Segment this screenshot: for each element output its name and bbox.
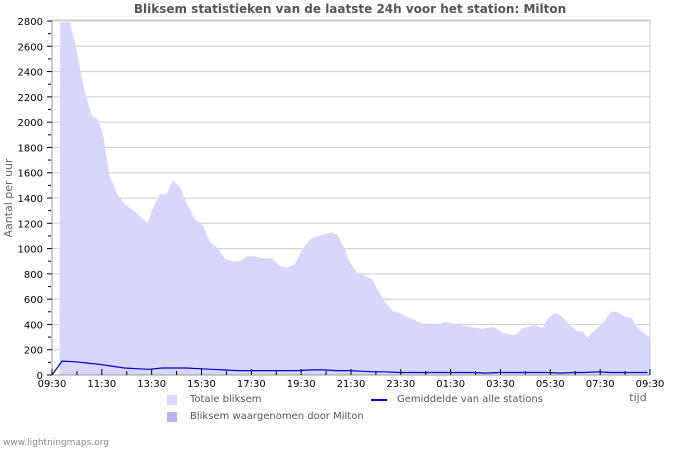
x-tick-label: 17:30 bbox=[237, 379, 266, 390]
y-tick-label: 2600 bbox=[18, 42, 43, 53]
y-tick-label: 2800 bbox=[18, 17, 43, 28]
x-tick-label: 09:30 bbox=[636, 379, 665, 390]
legend-label-total: Totale bliksem bbox=[190, 394, 262, 405]
legend-label-station: Bliksem waargenomen door Milton bbox=[190, 411, 364, 422]
x-tick-label: 05:30 bbox=[536, 379, 565, 390]
x-axis-title: tijd bbox=[629, 391, 646, 404]
legend-swatch-average bbox=[371, 399, 387, 401]
y-tick-label: 400 bbox=[24, 320, 43, 331]
x-axis-ticks: 09:30 11:30 13:30 15:30 17:30 19:30 21:30 23:30… bbox=[38, 369, 665, 390]
y-tick-label: 2000 bbox=[18, 118, 43, 129]
x-tick-label: 07:30 bbox=[586, 379, 615, 390]
y-tick-label: 200 bbox=[24, 346, 43, 357]
x-tick-label: 21:30 bbox=[337, 379, 366, 390]
total-lightning-area bbox=[52, 22, 650, 376]
chart-title: Bliksem statistieken van de laatste 24h … bbox=[133, 2, 567, 16]
x-tick-label: 03:30 bbox=[486, 379, 515, 390]
y-tick-label: 1400 bbox=[18, 194, 43, 205]
y-tick-label: 1800 bbox=[18, 143, 43, 154]
legend-label-average: Gemiddelde van alle stations bbox=[397, 394, 543, 405]
x-tick-label: 01:30 bbox=[436, 379, 465, 390]
y-axis-ticks: 0 200 400 600 800 1000 1200 1400 1600 1800 2000 220… bbox=[18, 17, 52, 382]
y-tick-label: 800 bbox=[24, 270, 43, 281]
legend-swatch-station bbox=[167, 412, 177, 422]
x-tick-label: 15:30 bbox=[187, 379, 216, 390]
legend-swatch-total bbox=[167, 395, 177, 405]
y-tick-label: 0 bbox=[37, 371, 43, 382]
x-tick-label: 11:30 bbox=[87, 379, 116, 390]
y-tick-label: 2400 bbox=[18, 68, 43, 79]
x-tick-label: 23:30 bbox=[386, 379, 415, 390]
y-tick-label: 1000 bbox=[18, 245, 43, 256]
x-tick-label: 13:30 bbox=[137, 379, 166, 390]
footer-link[interactable]: www.lightningmaps.org bbox=[3, 438, 109, 448]
average-stations-line bbox=[51, 360, 648, 376]
y-tick-label: 1200 bbox=[18, 219, 43, 230]
y-tick-label: 1600 bbox=[18, 169, 43, 180]
x-tick-label: 19:30 bbox=[287, 379, 316, 390]
x-tick-label: 09:30 bbox=[38, 379, 67, 390]
y-tick-label: 2200 bbox=[18, 93, 43, 104]
y-tick-label: 600 bbox=[24, 295, 43, 306]
y-axis-title: Aantal per uur bbox=[2, 158, 15, 238]
